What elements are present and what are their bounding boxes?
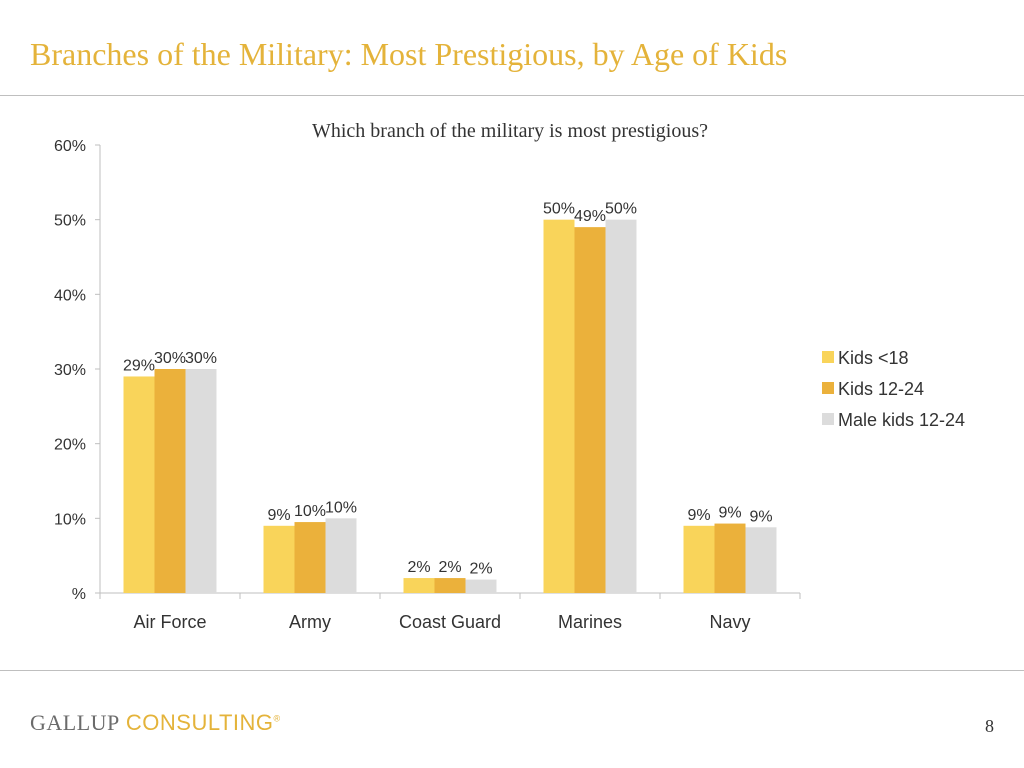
x-category-label: Marines — [558, 612, 622, 632]
chart-title: Which branch of the military is most pre… — [312, 120, 708, 142]
bar — [185, 369, 217, 593]
y-tick-label: 20% — [54, 437, 86, 454]
bar — [714, 523, 746, 593]
x-category-label: Army — [289, 612, 331, 632]
y-tick-label: 30% — [54, 362, 86, 379]
data-label: 50% — [543, 201, 575, 218]
bar — [154, 369, 186, 593]
bar — [123, 376, 155, 593]
legend-swatch — [822, 351, 834, 363]
legend-label: Male kids 12-24 — [838, 410, 965, 430]
bar — [683, 525, 715, 593]
title-divider — [0, 95, 1024, 96]
data-label: 9% — [687, 507, 710, 524]
data-label: 50% — [605, 201, 637, 218]
data-label: 49% — [574, 208, 606, 225]
legend-label: Kids <18 — [838, 348, 909, 368]
y-tick-label: 40% — [54, 287, 86, 304]
bar — [263, 525, 295, 593]
slide-title: Branches of the Military: Most Prestigio… — [30, 36, 788, 72]
data-label: 10% — [325, 499, 357, 516]
bar — [403, 578, 435, 593]
data-label: 30% — [185, 350, 217, 367]
bar — [745, 527, 777, 593]
bar — [434, 578, 466, 593]
legend-swatch — [822, 413, 834, 425]
data-label: 9% — [718, 505, 741, 522]
y-tick-label: 50% — [54, 213, 86, 230]
data-label: 9% — [267, 507, 290, 524]
data-label: 30% — [154, 350, 186, 367]
page-number: 8 — [985, 716, 994, 736]
bar — [465, 579, 497, 593]
logo-consulting-text: CONSULTING — [125, 710, 274, 735]
gallup-consulting-logo: GALLUP CONSULTING® — [30, 710, 280, 736]
bar — [574, 227, 606, 593]
y-tick-label: % — [72, 586, 86, 603]
data-label: 9% — [749, 508, 772, 525]
bar — [543, 219, 575, 593]
data-label: 29% — [123, 357, 155, 374]
bar-chart: Which branch of the military is most pre… — [54, 120, 965, 632]
y-tick-label: 10% — [54, 511, 86, 528]
logo-gallup-text: GALLUP — [30, 710, 120, 735]
data-label: 2% — [407, 559, 430, 576]
x-category-label: Coast Guard — [399, 612, 501, 632]
footer-divider — [0, 670, 1024, 671]
x-category-label: Air Force — [133, 612, 206, 632]
bar — [294, 522, 326, 593]
data-label: 2% — [438, 559, 461, 576]
bar — [605, 219, 637, 593]
y-tick-label: 60% — [54, 138, 86, 155]
data-label: 10% — [294, 503, 326, 520]
logo-registered-mark: ® — [273, 713, 281, 724]
data-label: 2% — [469, 561, 492, 578]
legend-swatch — [822, 382, 834, 394]
legend-label: Kids 12-24 — [838, 379, 924, 399]
x-category-label: Navy — [709, 612, 750, 632]
chart-legend: Kids <18 Kids 12-24 Male kids 12-24 — [822, 348, 965, 430]
bar — [325, 518, 357, 593]
